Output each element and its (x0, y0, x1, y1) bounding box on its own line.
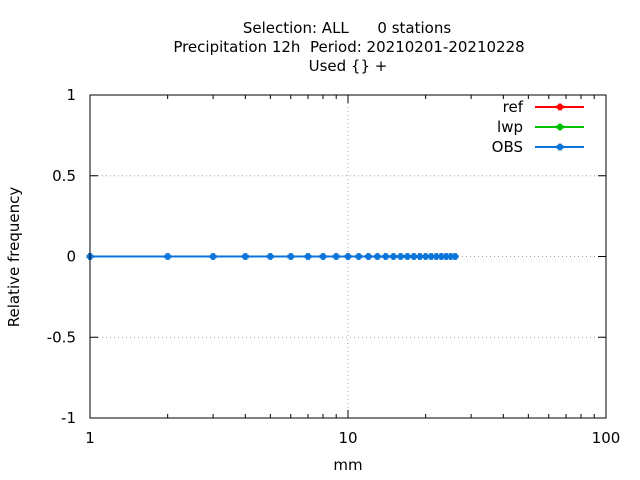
chart-title: Selection: ALL 0 stations Precipitation … (173, 19, 524, 75)
data-point (209, 253, 217, 260)
legend-item-obs: OBS (492, 138, 584, 156)
data-point (241, 253, 249, 260)
legend: ref lwp OBS (492, 98, 584, 156)
data-point (427, 253, 435, 260)
legend-item-ref: ref (503, 98, 584, 116)
data-point (416, 253, 424, 260)
title-line-1: Selection: ALL 0 stations (243, 19, 451, 37)
y-axis-label: Relative frequency (5, 187, 23, 328)
data-point (404, 253, 411, 260)
title-line-2: Precipitation 12h Period: 20210201-20210… (173, 38, 524, 56)
data-point (390, 253, 397, 260)
data-point (304, 253, 312, 260)
data-point (365, 253, 372, 260)
legend-marker (556, 143, 564, 151)
legend-marker (556, 103, 564, 111)
data-point (410, 253, 418, 260)
series-obs (86, 253, 459, 260)
data-point (266, 253, 274, 260)
y-tick-label: 1 (66, 86, 76, 104)
legend-label: ref (503, 98, 524, 116)
data-point (164, 253, 172, 260)
y-tick-label: -1 (61, 409, 76, 427)
title-line-3: Used {} + (309, 57, 388, 75)
x-tick-label: 1 (85, 429, 95, 447)
data-point (355, 253, 363, 260)
y-tick-label: -0.5 (47, 328, 76, 346)
data-point (332, 253, 340, 260)
legend-label: lwp (497, 118, 523, 136)
legend-label: OBS (492, 138, 523, 156)
x-tick-label: 10 (338, 429, 357, 447)
x-axis-label: mm (333, 456, 362, 474)
data-point (432, 253, 440, 260)
plot-frame (89, 94, 607, 419)
data-point (397, 253, 405, 260)
data-point (287, 253, 295, 260)
data-point (344, 253, 352, 260)
data-point (451, 253, 459, 260)
plot-area (86, 253, 459, 260)
data-point (382, 253, 390, 260)
data-point (373, 253, 381, 260)
legend-marker (556, 123, 564, 131)
y-tick-label: 0 (66, 248, 76, 266)
y-tick-label: 0.5 (52, 167, 76, 185)
legend-item-lwp: lwp (497, 118, 584, 136)
tick-labels: 1 0.5 0 -0.5 -1 1 10 100 (47, 86, 621, 447)
data-point (319, 253, 327, 260)
x-tick-label: 100 (592, 429, 621, 447)
